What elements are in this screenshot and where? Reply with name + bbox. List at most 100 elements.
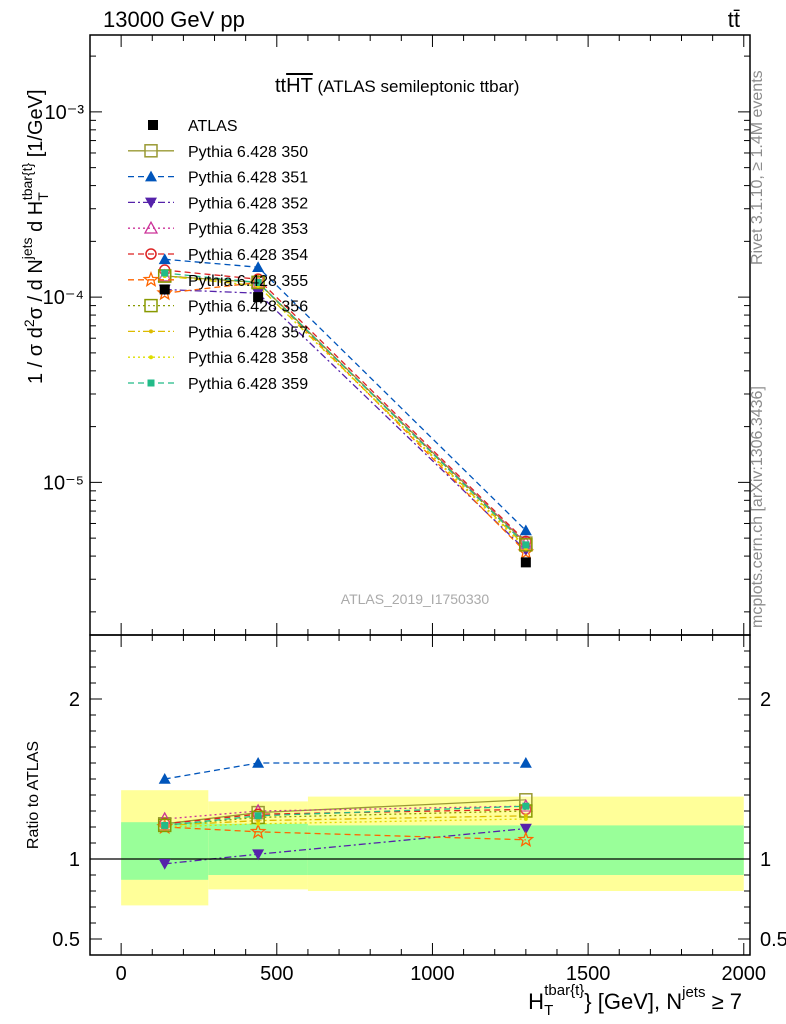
legend-label-4: Pythia 6.428 353 [188, 221, 308, 238]
legend-marker-5 [145, 248, 157, 260]
title-overline: HT [286, 75, 313, 97]
ylabel-sup-jets: jets [19, 237, 35, 260]
ytick-ratio-label-right-2: 2 [760, 689, 771, 711]
series-7-ratio-point-2 [523, 813, 528, 818]
series-9-ratio-point-0 [161, 821, 169, 829]
series-0-main-line [164, 275, 527, 544]
main-ylabel: 1 / σ d2σ / d Njets d HTtbar{t} [1/GeV] [19, 89, 51, 384]
legend-label-7: Pythia 6.428 356 [188, 299, 308, 316]
ylabel-sup-tbar: tbar{t} [19, 162, 35, 200]
series-6-main-line [164, 275, 527, 546]
xlabel-part-b: } [GeV], N [584, 989, 682, 1014]
series-9-point-0 [161, 269, 169, 277]
legend-label-5: Pythia 6.428 354 [188, 247, 308, 264]
legend-label-0: ATLAS [188, 118, 238, 135]
legend-marker-7 [144, 298, 158, 313]
legend: ATLAS Pythia 6.428 350 Pythia 6.428 351 Pyt… [128, 118, 308, 393]
ytick-main-label-0: 10⁻⁵ [43, 472, 84, 494]
series-9-point-1 [254, 278, 262, 286]
legend-label-3: Pythia 6.428 352 [188, 195, 308, 212]
series-8-ratio-point-2 [523, 817, 528, 821]
series-3-ratio-line [164, 805, 526, 820]
series-9-ratio-point-2 [522, 802, 530, 810]
title-main: tt [275, 75, 287, 97]
legend-marker-4 [143, 220, 159, 234]
ytick-ratio-label-left-2: 2 [69, 689, 80, 711]
series-1-ratio-point-0 [158, 773, 171, 784]
series-2-ratio-point-1 [252, 849, 265, 861]
series-5-ratio-point-1 [249, 823, 267, 839]
rivet-label: Rivet 3.1.10, ≥ 1.4M events [749, 70, 766, 265]
series-8-ratio-line [164, 818, 526, 828]
series-1-ratio-point-1 [252, 757, 265, 768]
series-1-ratio-point-2 [519, 757, 532, 768]
series-2-ratio-point-2 [519, 823, 532, 835]
ylabel-sup-2: 2 [21, 319, 37, 327]
header-left: 13000 GeV pp [103, 7, 245, 32]
legend-label-8: Pythia 6.428 357 [188, 324, 308, 341]
ytick-main-label-2: 10⁻³ [45, 102, 85, 124]
x-axis-label: HTtbar{t}} [GeV], Njets ≥ 7 [528, 982, 742, 1019]
ylabel-sub-t: T [35, 192, 51, 201]
data-point-1 [253, 292, 264, 303]
ytick-ratio-label-right-0: 0.5 [760, 929, 786, 951]
header-right: tt̄ [728, 7, 740, 32]
legend-label-9: Pythia 6.428 358 [188, 350, 308, 367]
data-point-0 [159, 284, 170, 295]
series-5-ratio-point-2 [517, 830, 535, 847]
xtick-label-2: 1000 [410, 963, 455, 985]
series-1-point-1 [252, 261, 265, 273]
legend-label-10: Pythia 6.428 359 [188, 376, 308, 393]
series-1-point-0 [158, 253, 171, 265]
xtick-label-4: 2000 [722, 963, 767, 985]
series-5-ratio-point-0 [156, 818, 174, 835]
ylabel-part-b: σ / d N [25, 259, 47, 319]
series-7-ratio-point-1 [256, 818, 261, 823]
xtick-label-1: 500 [260, 963, 293, 985]
series-1-point-2 [519, 524, 532, 536]
xlabel-sup-jets: jets [681, 984, 705, 1001]
uncertainty-bands [121, 790, 744, 906]
legend-marker-10 [147, 379, 155, 387]
series-5-main-line [164, 281, 527, 553]
xtick-label-0: 0 [116, 963, 127, 985]
watermark: ATLAS_2019_I1750330 [341, 591, 490, 607]
series-7-main-line [164, 275, 527, 548]
xtick-label-3: 1500 [566, 963, 611, 985]
series-2-ratio-point-0 [158, 859, 171, 870]
mcplots-label: mcplots.cern.ch [arXiv:1306.3436] [749, 386, 766, 628]
axis-ticks [89, 35, 750, 955]
series-9-ratio-point-1 [254, 812, 262, 820]
legend-label-6: Pythia 6.428 355 [188, 273, 308, 290]
ylabel-part-d: [1/GeV] [25, 89, 47, 162]
legend-marker-6 [142, 271, 160, 287]
ylabel-part-a: 1 / σ d [25, 327, 47, 384]
series-5-point-2 [517, 543, 535, 560]
data-point-2 [520, 557, 531, 568]
chart-title: ttHT (ATLAS semileptonic ttbar) [275, 75, 519, 97]
ytick-ratio-label-left-0: 0.5 [52, 929, 80, 951]
xlabel-h: H [528, 989, 544, 1014]
ylabel-part-c: d H [25, 201, 47, 238]
xlabel-sup-tbar: tbar{t} [544, 982, 584, 999]
legend-label-1: Pythia 6.428 350 [188, 144, 308, 161]
ytick-ratio-label-right-1: 1 [760, 849, 771, 871]
ytick-main-label-1: 10⁻⁴ [43, 287, 84, 309]
xlabel-sub-t: T [544, 1002, 553, 1019]
xlabel-part-c: ≥ 7 [705, 989, 742, 1014]
legend-marker-2 [145, 170, 157, 182]
tick-labels: 0 500 1000 1500 2000 10⁻⁵ 10⁻⁴ 10⁻³ 0.5 0.5 1 1 2 2 [43, 102, 786, 985]
series-9-point-2 [522, 541, 530, 549]
ytick-ratio-label-left-1: 1 [69, 849, 80, 871]
legend-marker-8 [149, 329, 153, 334]
series-8-ratio-point-1 [256, 821, 261, 826]
series-5-ratio-line [164, 826, 526, 841]
series-8-main-line [164, 275, 527, 549]
data-markers [156, 253, 535, 870]
legend-label-2: Pythia 6.428 351 [188, 170, 308, 187]
series-3-main-line [164, 275, 527, 544]
title-suffix: (ATLAS semileptonic ttbar) [313, 77, 520, 96]
legend-marker-1 [144, 144, 158, 158]
legend-marker-3 [145, 197, 157, 209]
